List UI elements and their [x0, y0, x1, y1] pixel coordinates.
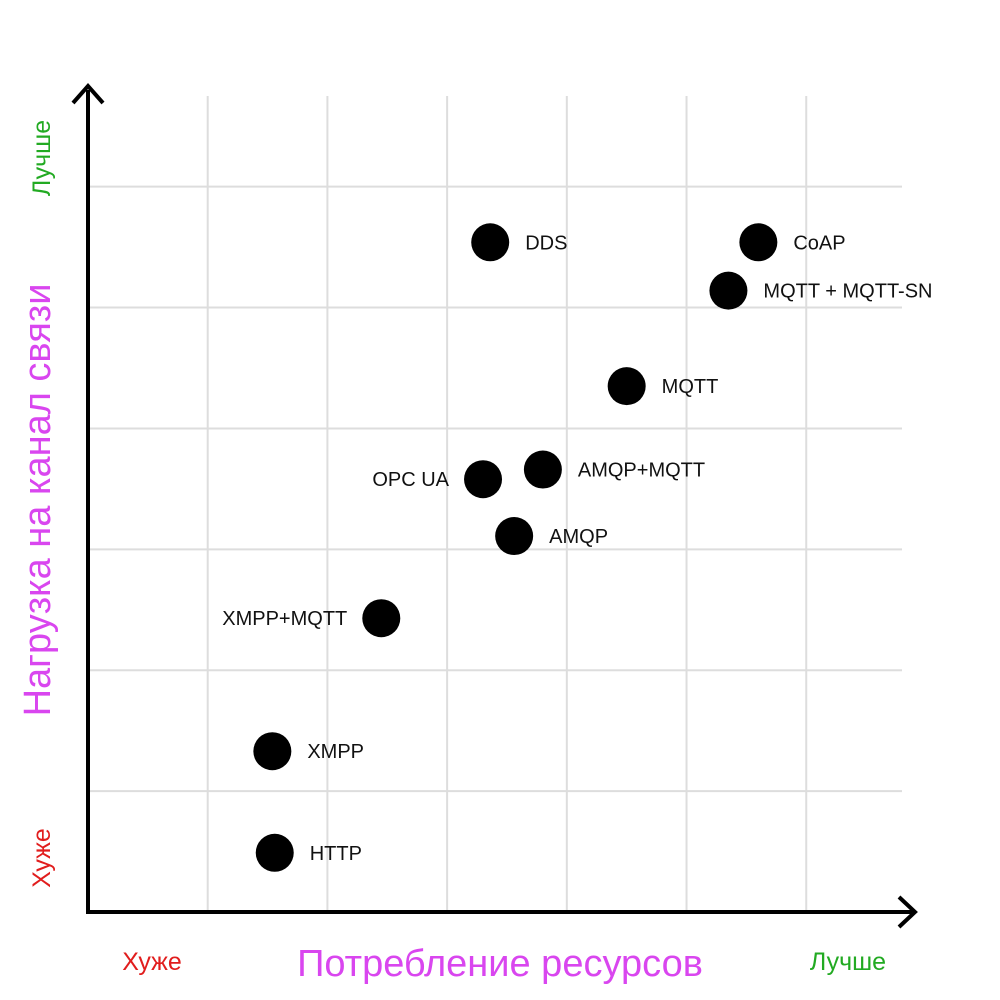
data-point-label: XMPP+MQTT — [222, 608, 347, 630]
y-axis-low-label: Хуже — [28, 828, 56, 888]
y-axis-arrow — [71, 82, 105, 105]
data-point — [523, 450, 562, 489]
data-point — [739, 223, 778, 262]
data-point — [362, 599, 401, 638]
data-point — [709, 271, 748, 310]
x-axis-high-label: Лучше — [810, 948, 886, 976]
data-point-label: XMPP — [307, 741, 364, 763]
data-point-label: OPC UA — [372, 469, 449, 491]
data-point-label: MQTT — [662, 376, 719, 398]
data-point-label: HTTP — [310, 843, 362, 865]
x-axis-low-label: Хуже — [122, 948, 182, 976]
y-axis-high-label: Лучше — [28, 120, 56, 196]
x-axis-title: Потребление ресурсов — [297, 943, 703, 985]
axes — [71, 82, 918, 929]
data-point-label: MQTT + MQTT-SN — [763, 281, 932, 303]
data-point — [253, 732, 292, 771]
data-point — [471, 223, 510, 262]
data-point-label: CoAP — [793, 232, 845, 254]
data-point-label: AMQP+MQTT — [578, 460, 705, 482]
data-point — [495, 517, 534, 556]
data-point — [607, 367, 646, 406]
grid — [88, 96, 902, 912]
y-axis-title: Нагрузка на канал связи — [17, 284, 59, 717]
data-point — [464, 460, 503, 499]
data-point — [255, 833, 294, 872]
data-points: DDS CoAP MQTT + MQTT-SN MQTT AMQP+MQTT OPC UA… — [222, 223, 933, 872]
data-point-label: AMQP — [549, 526, 608, 548]
data-point-label: DDS — [525, 232, 567, 254]
x-axis-arrow — [897, 895, 918, 929]
